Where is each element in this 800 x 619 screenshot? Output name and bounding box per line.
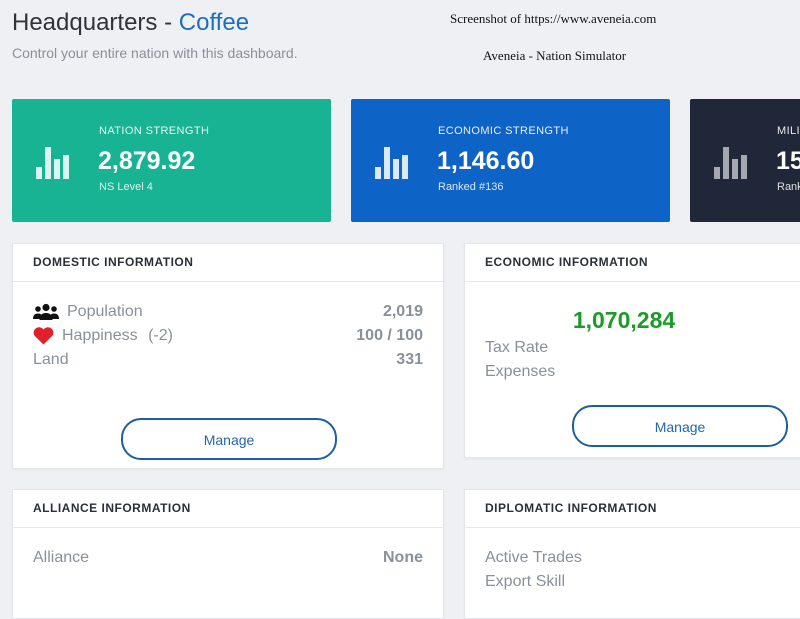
economic-strength-card: ECONOMIC STRENGTH 1,146.60 Ranked #136 [351,99,670,222]
military-strength-label: MILI [777,125,800,137]
land-row: Land 331 [33,351,423,373]
nation-strength-card: NATION STRENGTH 2,879.92 NS Level 4 [12,99,331,222]
alliance-row: Alliance None [33,549,423,571]
economic-information-panel: ECONOMIC INFORMATION 1,070,284 Tax Rate … [464,243,800,458]
nation-name: Coffee [178,9,250,36]
population-value: 2,019 [382,303,423,320]
alliance-information-title: ALLIANCE INFORMATION [13,490,443,528]
nation-strength-value: 2,879.92 [98,147,196,175]
bar-chart-icon [375,147,408,179]
economic-strength-value: 1,146.60 [437,147,535,175]
population-label: Population [67,303,143,320]
happiness-row: Happiness (-2) 100 / 100 [33,327,423,349]
tax-rate-label: Tax Rate [485,339,549,356]
users-icon [33,303,59,320]
military-strength-rank: Rank [777,181,800,193]
export-skill-row: Export Skill [485,573,793,595]
economic-total-value: 1,070,284 [572,307,676,333]
expenses-row: Expenses [485,363,793,385]
population-row: Population 2,019 [33,303,423,325]
economic-manage-button[interactable]: Manage [572,405,788,447]
economic-strength-rank: Ranked #136 [438,181,504,193]
expenses-label: Expenses [485,363,556,380]
alliance-label: Alliance [33,549,90,566]
page-title-separator: - [164,9,173,36]
active-trades-row: Active Trades [485,549,793,571]
domestic-manage-button[interactable]: Manage [121,418,337,460]
military-strength-card: MILI 15 Rank [690,99,800,222]
domestic-information-title: DOMESTIC INFORMATION [13,244,443,282]
happiness-value: 100 / 100 [356,327,423,344]
land-label: Land [33,351,69,368]
bar-chart-icon [36,147,69,179]
alliance-information-panel: ALLIANCE INFORMATION Alliance None [12,489,444,619]
bar-chart-icon [714,147,747,179]
happiness-label: Happiness [62,327,138,344]
military-strength-value: 15 [776,147,800,175]
tax-rate-row: Tax Rate [485,339,793,361]
nation-strength-level: NS Level 4 [99,181,153,193]
watermark-app: Aveneia - Nation Simulator [483,48,627,63]
page-title-text: Headquarters [12,9,158,36]
alliance-value: None [383,549,423,566]
active-trades-label: Active Trades [485,549,582,566]
happiness-modifier: (-2) [148,327,173,344]
diplomatic-information-title: DIPLOMATIC INFORMATION [465,490,800,528]
nation-strength-label: NATION STRENGTH [99,125,210,137]
land-value: 331 [396,351,423,368]
domestic-information-panel: DOMESTIC INFORMATION Population 2,019 Ha… [12,243,444,469]
watermark-source: Screenshot of https://www.aveneia.com [450,11,657,26]
heart-icon [33,327,54,345]
diplomatic-information-panel: DIPLOMATIC INFORMATION Active Trades Exp… [464,489,800,619]
economic-information-title: ECONOMIC INFORMATION [465,244,800,282]
economic-strength-label: ECONOMIC STRENGTH [438,125,569,137]
export-skill-label: Export Skill [485,573,566,590]
page-title: Headquarters - Coffee [12,9,249,37]
page-subtitle: Control your entire nation with this das… [12,45,298,61]
